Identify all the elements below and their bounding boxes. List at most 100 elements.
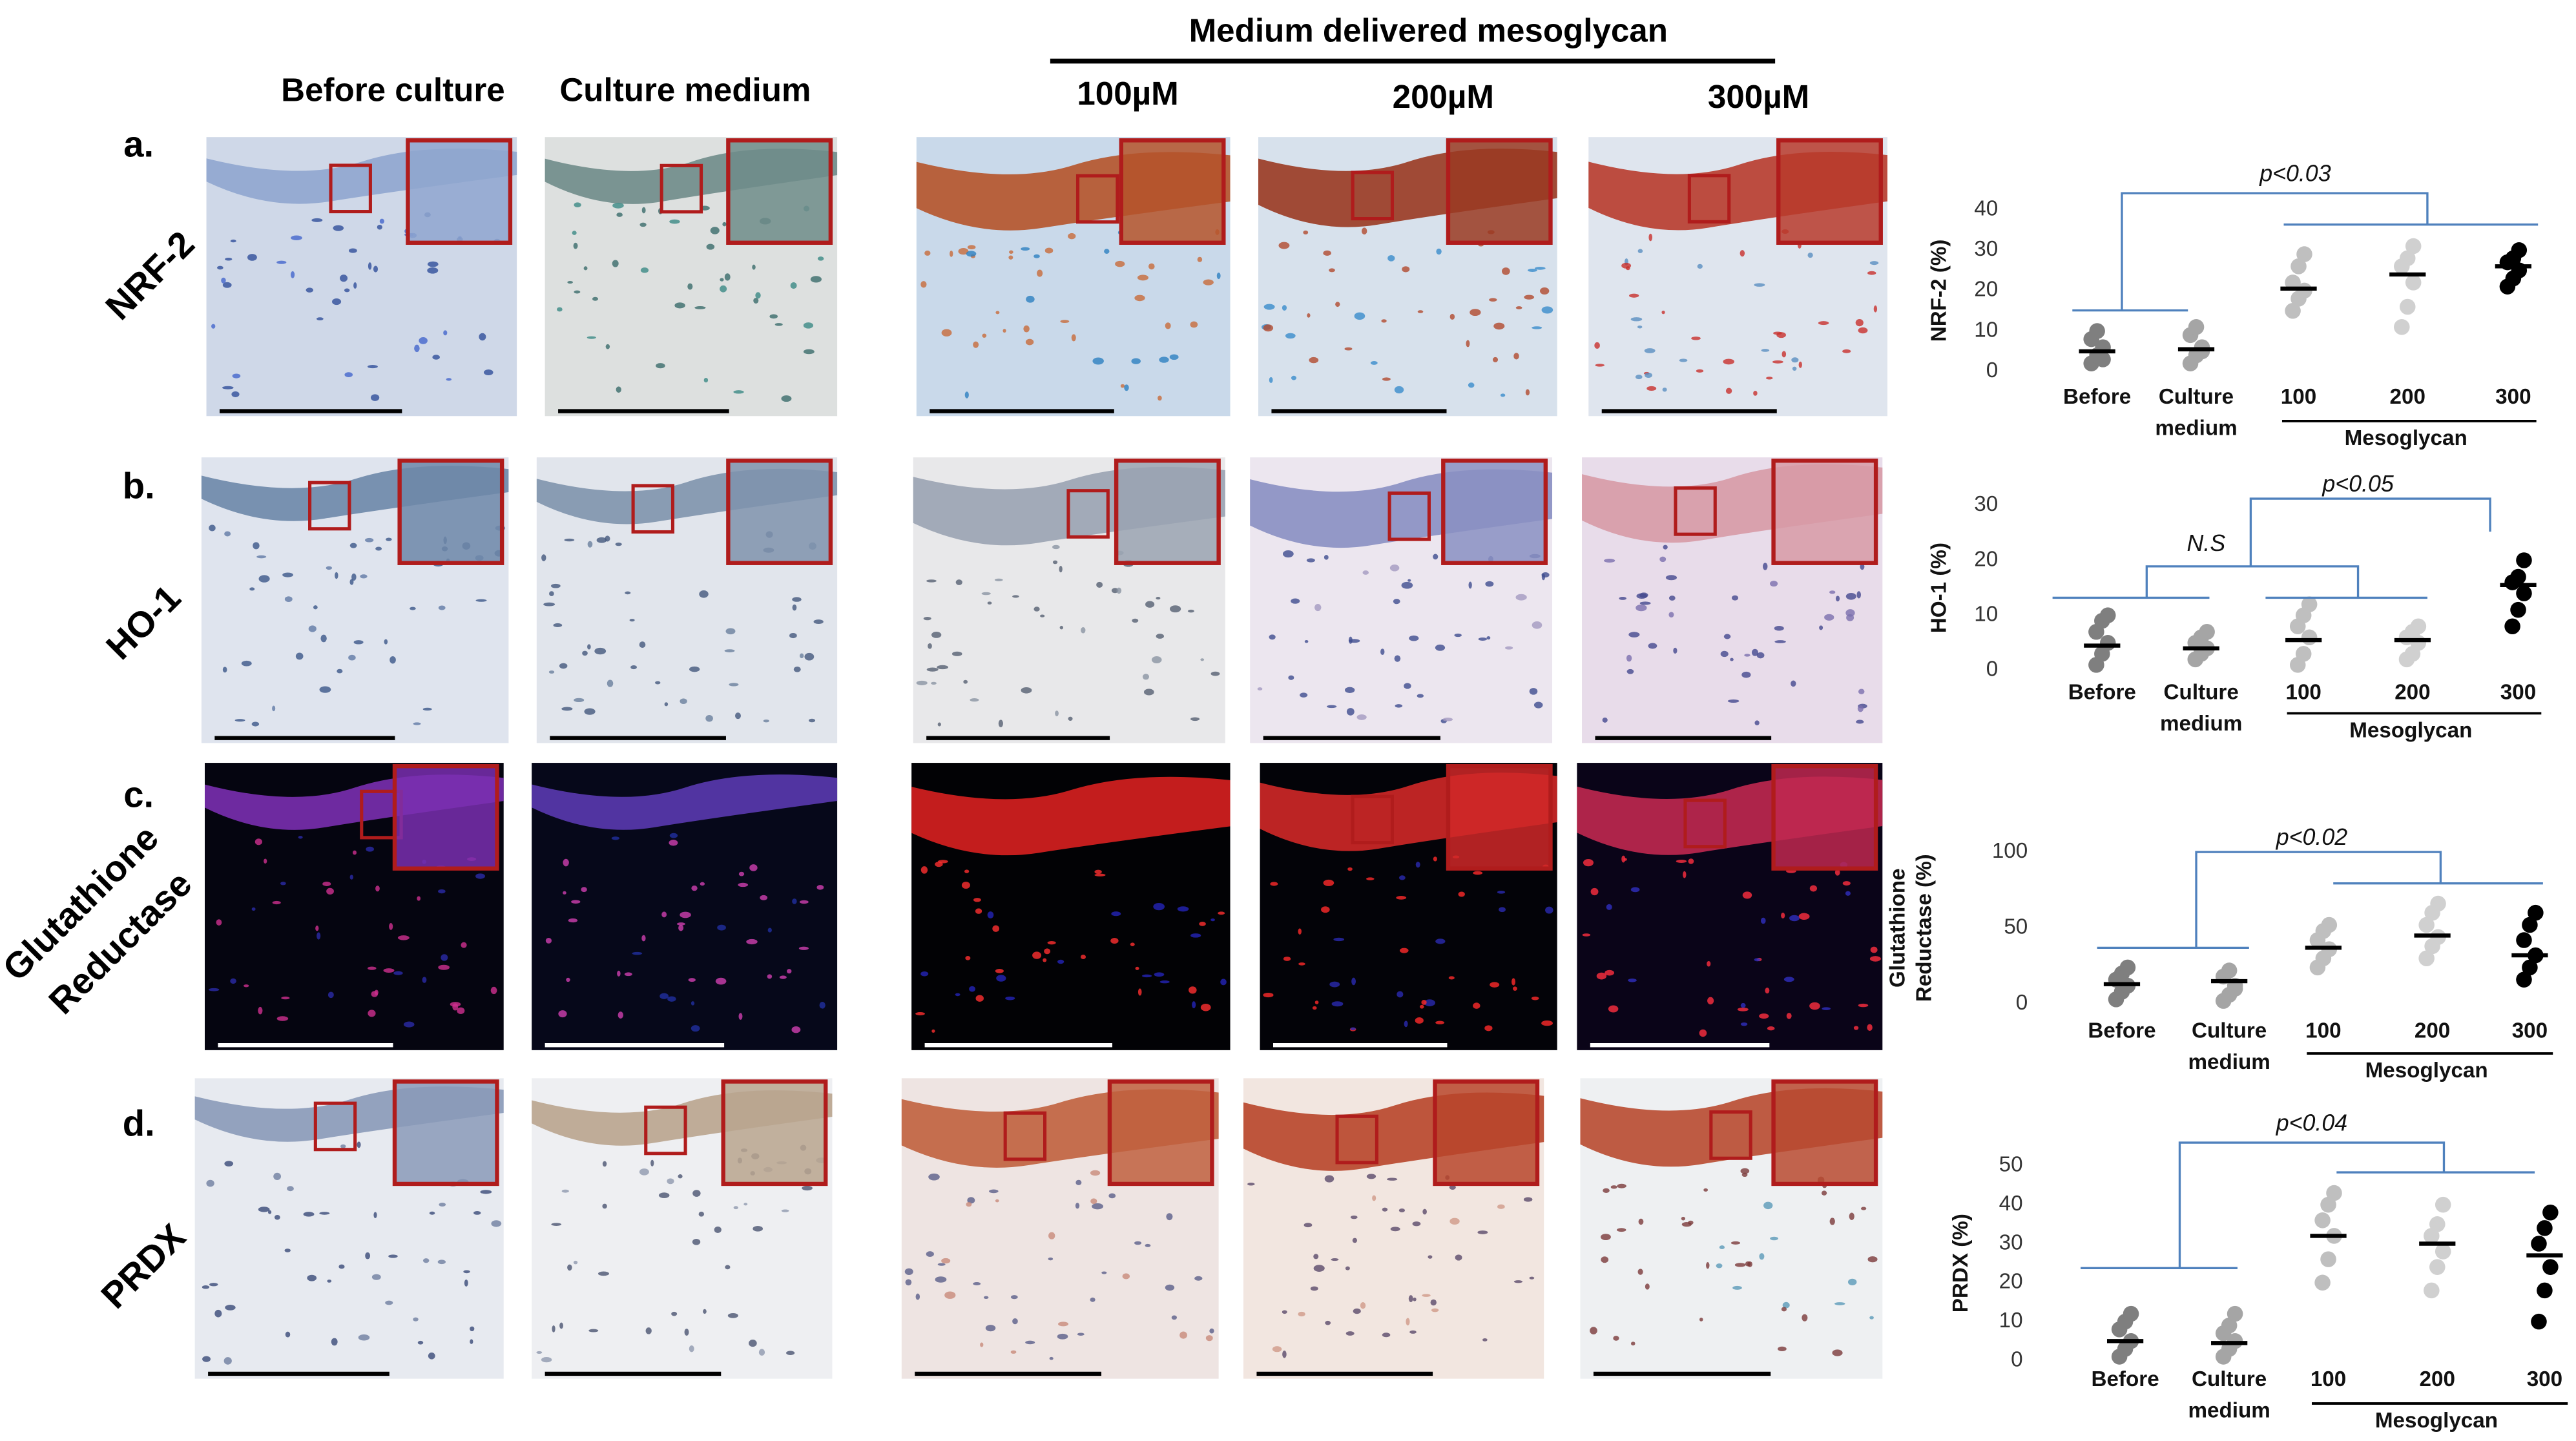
cell bbox=[351, 573, 357, 581]
cell bbox=[703, 1309, 707, 1314]
cell bbox=[1665, 575, 1678, 581]
cell bbox=[1484, 1025, 1493, 1032]
cell bbox=[291, 271, 295, 278]
y-axis-label: HO-1 (%) bbox=[1927, 543, 1951, 633]
cell bbox=[1638, 1218, 1644, 1225]
data-point bbox=[2537, 1220, 2553, 1236]
significance-bracket bbox=[2121, 192, 2429, 311]
cell bbox=[1703, 1188, 1709, 1192]
cell bbox=[319, 1212, 330, 1215]
micrograph bbox=[1258, 137, 1557, 417]
cell bbox=[1387, 1177, 1398, 1181]
cell bbox=[1610, 1185, 1617, 1189]
cell bbox=[753, 1226, 763, 1232]
cell bbox=[819, 1001, 826, 1009]
cell bbox=[973, 1281, 981, 1286]
cell bbox=[1532, 621, 1542, 629]
cell bbox=[1486, 636, 1491, 640]
cell bbox=[225, 1305, 236, 1311]
cell bbox=[981, 592, 991, 596]
cell bbox=[439, 1203, 446, 1207]
data-point bbox=[2542, 1259, 2559, 1275]
cell bbox=[365, 1252, 371, 1260]
cell bbox=[1513, 353, 1519, 360]
cell bbox=[1288, 675, 1294, 680]
cell bbox=[1745, 1261, 1751, 1267]
cell bbox=[996, 975, 1006, 982]
cell bbox=[1282, 550, 1294, 558]
cell bbox=[725, 1265, 731, 1270]
x-tick-label: 200 bbox=[2390, 385, 2425, 409]
cell bbox=[1023, 325, 1030, 333]
cell bbox=[803, 349, 815, 355]
row-letter: a. bbox=[123, 123, 154, 164]
cell bbox=[282, 572, 293, 577]
column-label: Culture medium bbox=[559, 72, 811, 109]
cell bbox=[975, 995, 984, 1002]
cell bbox=[1523, 1197, 1533, 1202]
cell bbox=[1849, 1212, 1854, 1220]
cell bbox=[1347, 867, 1353, 871]
cell bbox=[1449, 313, 1455, 320]
cell bbox=[1171, 1315, 1178, 1320]
cell bbox=[640, 267, 649, 273]
cell bbox=[1048, 1232, 1055, 1239]
cell bbox=[561, 1189, 569, 1193]
cell bbox=[1345, 1266, 1350, 1270]
data-point bbox=[2528, 904, 2544, 921]
cell bbox=[1436, 248, 1442, 255]
cell bbox=[937, 1263, 946, 1266]
cell bbox=[1353, 1308, 1361, 1314]
cell bbox=[1493, 322, 1505, 330]
cell bbox=[1370, 360, 1378, 365]
inset bbox=[1119, 138, 1226, 245]
cell bbox=[1513, 986, 1517, 991]
zoom-box bbox=[1387, 491, 1431, 541]
zoom-box bbox=[1003, 1111, 1047, 1161]
cell bbox=[1606, 904, 1612, 910]
cell bbox=[1124, 384, 1129, 391]
micrograph bbox=[913, 457, 1225, 743]
cell bbox=[1120, 384, 1125, 388]
cell bbox=[1842, 349, 1851, 353]
cell bbox=[272, 900, 281, 905]
x-tick-label: 100 bbox=[2305, 1019, 2341, 1043]
inset bbox=[1433, 1079, 1540, 1187]
cell bbox=[706, 244, 715, 250]
x-tick-label: Culture bbox=[2192, 1367, 2267, 1391]
cell bbox=[656, 363, 665, 369]
cell bbox=[1205, 1335, 1213, 1342]
cell bbox=[1257, 687, 1263, 691]
cell bbox=[1285, 333, 1296, 339]
cell bbox=[1068, 233, 1076, 240]
data-point bbox=[2531, 1236, 2547, 1252]
cell bbox=[1845, 891, 1851, 896]
cell bbox=[1096, 581, 1103, 588]
data-point bbox=[2227, 1305, 2243, 1322]
cell bbox=[422, 707, 432, 711]
cell bbox=[684, 1328, 689, 1336]
annotation: p<0.04 bbox=[2276, 1110, 2347, 1135]
cell bbox=[1740, 250, 1745, 257]
micrograph bbox=[1580, 1078, 1883, 1379]
cell bbox=[1847, 1278, 1857, 1285]
cell bbox=[1867, 1024, 1873, 1032]
cell bbox=[371, 1274, 381, 1280]
cell bbox=[427, 267, 439, 274]
cell bbox=[1534, 267, 1546, 270]
cell bbox=[353, 282, 357, 289]
cell bbox=[1179, 1331, 1187, 1339]
cell bbox=[1415, 1017, 1424, 1024]
cell bbox=[385, 1300, 393, 1305]
data-point bbox=[2295, 646, 2312, 662]
cell bbox=[1431, 1308, 1439, 1312]
data-point bbox=[2537, 1282, 2553, 1299]
cell bbox=[587, 541, 593, 548]
cell bbox=[364, 537, 374, 543]
zoom-box bbox=[1674, 486, 1717, 536]
cell bbox=[1860, 563, 1865, 570]
x-tick-label: 300 bbox=[2495, 385, 2531, 409]
x-tick-label: 200 bbox=[2415, 1019, 2450, 1043]
cell bbox=[916, 680, 928, 685]
micrograph bbox=[201, 457, 509, 743]
